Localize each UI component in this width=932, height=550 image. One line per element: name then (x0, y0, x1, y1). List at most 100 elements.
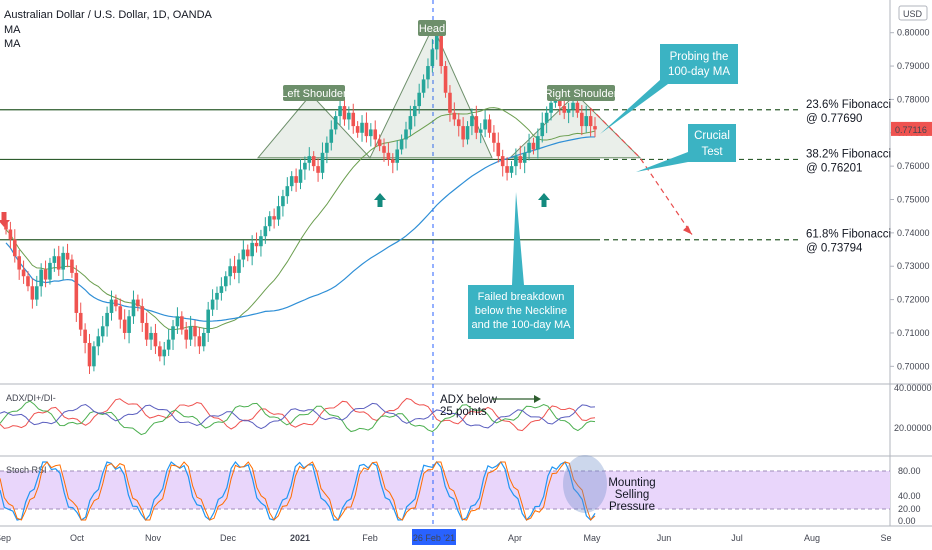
candle-body (571, 102, 575, 110)
candle-body (52, 256, 57, 263)
candle-body (12, 239, 17, 257)
candle-body (412, 106, 417, 117)
candle-body (48, 262, 52, 280)
candle-body (201, 332, 206, 347)
candle-body (158, 346, 162, 357)
fib-level-value: @ 0.77690 (806, 113, 862, 125)
fib-level-name: 61.8% Fibonacci (806, 229, 891, 241)
candle-body (470, 116, 474, 127)
candle-body (347, 112, 351, 120)
candle-body (144, 322, 149, 340)
time-axis-label: Aug (804, 533, 820, 543)
candle-body (377, 139, 382, 147)
time-axis-label: 26 Feb '21 (413, 533, 455, 543)
candle-body (505, 166, 509, 173)
adx-note-arrowhead (534, 395, 541, 403)
candle-body (39, 269, 43, 287)
stoch-d-line (0, 461, 596, 521)
failed-callout-box (468, 192, 574, 339)
candle-body (4, 222, 8, 230)
candle-body (8, 229, 13, 240)
time-axis-label: Jul (731, 533, 743, 543)
candle-body (483, 119, 487, 130)
projection-arrowhead (683, 225, 692, 235)
stoch-axis-label: 40.00 (898, 491, 921, 501)
probing-callout-line: 100-day MA (668, 66, 730, 78)
fib-level-name: 38.2% Fibonacci (806, 148, 891, 160)
support-up-arrow (538, 193, 550, 207)
candle-body (325, 142, 329, 153)
candle-body (250, 242, 254, 257)
time-axis-label: Oct (70, 533, 85, 543)
candle-body (109, 299, 114, 313)
candle-body (254, 242, 259, 247)
candle-body (162, 349, 167, 357)
current-price-badge (891, 121, 932, 136)
candle-body (100, 326, 105, 337)
candle-body (536, 136, 540, 150)
candle-body (439, 32, 443, 67)
stoch-note-line: Pressure (609, 501, 655, 513)
candle-body (434, 32, 439, 50)
stoch-axis-label: 20.00 (898, 504, 921, 514)
candle-body (443, 66, 448, 93)
candle-body (34, 286, 39, 300)
right-shoulder-tag: Right Shoulder (545, 88, 618, 100)
fib-level-value: @ 0.76201 (806, 162, 862, 174)
stoch-panel-title: Stoch RSI (6, 465, 47, 475)
price-tick-label: 0.72000 (897, 295, 930, 305)
candle-body (426, 66, 430, 80)
price-tick-label: 0.74000 (897, 228, 930, 238)
candle-body (171, 326, 175, 340)
candle-body (500, 156, 505, 167)
candle-body (184, 329, 189, 340)
price-tick-label: 0.71000 (897, 328, 930, 338)
candle-body (193, 326, 197, 337)
candle-body (316, 166, 320, 173)
right-shoulder-tag-box (547, 85, 615, 101)
candle-body (210, 299, 215, 310)
candle-body (342, 106, 347, 120)
stoch-axis-label: 80.00 (898, 466, 921, 476)
candle-body (245, 249, 250, 257)
crucial-callout-line: Crucial (694, 130, 730, 142)
price-tick-label: 0.75000 (897, 195, 930, 205)
candle-body (127, 316, 131, 333)
candle-body (78, 312, 83, 330)
candle-body (329, 129, 334, 143)
candle-body (263, 226, 268, 237)
time-axis-label: Nov (145, 533, 162, 543)
time-axis-label: Feb (362, 533, 378, 543)
candle-body (26, 276, 30, 287)
crucial-callout-line: Test (701, 146, 723, 158)
candle-body (351, 112, 356, 127)
time-axis-label: May (583, 533, 601, 543)
candle-body (223, 276, 228, 287)
candle-body (21, 269, 26, 277)
price-tick-label: 0.70000 (897, 361, 930, 371)
candle-body (241, 249, 246, 260)
candle-body (448, 92, 452, 113)
candle-body (369, 129, 373, 137)
ma-slow-line (5, 136, 595, 322)
candle-body (166, 339, 171, 350)
candle-body (588, 116, 593, 127)
candle-body (311, 156, 316, 167)
time-axis-label: Dec (220, 533, 237, 543)
failed-callout-line: below the Neckline (475, 305, 567, 317)
candle-body (237, 259, 241, 273)
symbol-title: Australian Dollar / U.S. Dollar, 1D, OAN… (4, 9, 212, 21)
time-axis-label: Sep (0, 533, 11, 543)
candle-body (566, 109, 571, 113)
candle-body (452, 112, 457, 120)
stoch-note-line: Selling (615, 489, 650, 501)
stoch-note-line: Mounting (608, 477, 655, 489)
time-axis-label: 2021 (290, 533, 310, 543)
candle-body (338, 106, 342, 117)
candle-body (43, 269, 48, 280)
candle-body (514, 156, 518, 167)
price-tick-label: 0.79000 (897, 61, 930, 71)
candle-body (461, 126, 465, 140)
candle-body (228, 266, 232, 277)
